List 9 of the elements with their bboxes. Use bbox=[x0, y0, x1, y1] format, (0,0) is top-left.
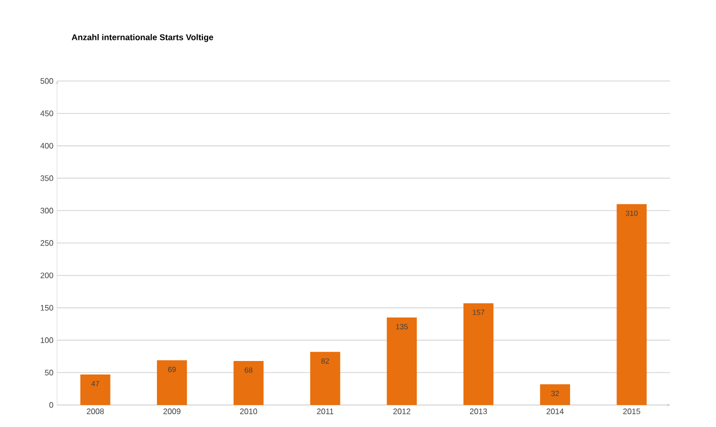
bar bbox=[463, 303, 494, 405]
chart-title: Anzahl internationale Starts Voltige bbox=[72, 34, 214, 42]
bar bbox=[540, 384, 570, 405]
bar bbox=[616, 204, 647, 405]
bar bbox=[234, 360, 264, 405]
bar bbox=[310, 352, 340, 405]
bar bbox=[80, 374, 110, 405]
bar bbox=[386, 318, 417, 405]
bar bbox=[156, 360, 187, 405]
